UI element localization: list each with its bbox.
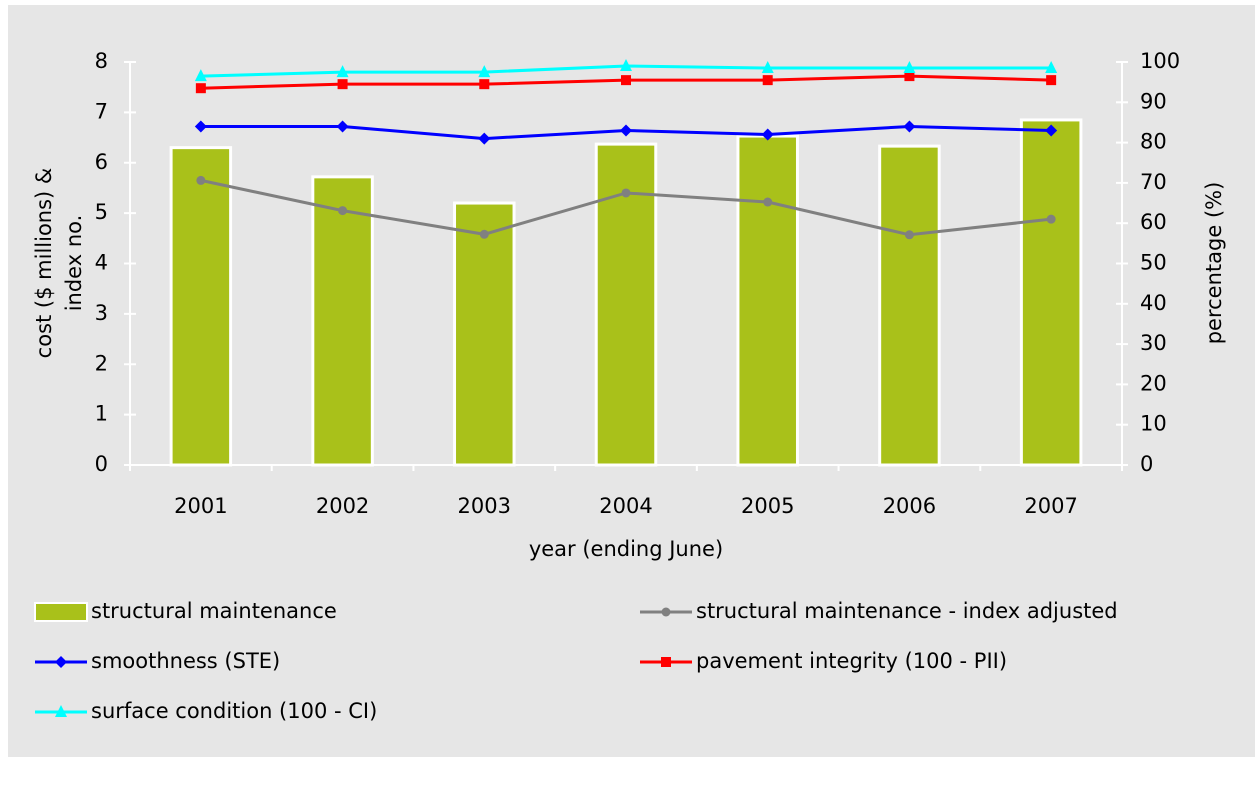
y2-tick-label: 20: [1140, 371, 1167, 395]
point: [621, 75, 631, 86]
y-tick-label: 8: [95, 49, 108, 73]
x-axis-label: year (ending June): [529, 537, 723, 561]
y-tick-label: 0: [95, 452, 108, 476]
point: [1045, 124, 1058, 137]
point: [621, 188, 631, 198]
y-tick-label: 1: [95, 402, 108, 426]
legend-marker: [661, 657, 671, 667]
legend-label: surface condition (100 - CI): [91, 699, 377, 723]
y2-tick-label: 50: [1140, 251, 1167, 275]
point: [194, 69, 207, 82]
legend-swatch: [34, 602, 88, 622]
point: [904, 230, 914, 240]
point: [1045, 61, 1058, 74]
y-tick-label: 4: [95, 251, 108, 275]
point: [196, 175, 206, 185]
bar: [169, 146, 233, 467]
y2-tick-label: 40: [1140, 291, 1167, 315]
y2-tick-label: 70: [1140, 170, 1167, 194]
y-tick-label: 3: [95, 301, 108, 325]
point: [904, 71, 915, 82]
point: [620, 124, 632, 137]
y2-tick-label: 60: [1140, 210, 1167, 234]
point: [194, 120, 207, 133]
bar: [311, 175, 374, 467]
legend-marker: [55, 705, 67, 717]
point: [1046, 214, 1056, 224]
y2-tick-label: 80: [1140, 130, 1167, 154]
point: [479, 79, 490, 90]
x-tick-label: 2006: [883, 494, 936, 518]
legend-label: smoothness (STE): [91, 649, 280, 673]
point: [761, 61, 774, 74]
x-tick-label: 2001: [174, 494, 227, 518]
point: [761, 128, 774, 141]
bar: [1019, 118, 1083, 467]
point: [479, 229, 489, 239]
point: [336, 65, 349, 78]
bar: [878, 144, 941, 467]
legend-label: structural maintenance - index adjusted: [696, 599, 1118, 623]
y2-tick-label: 90: [1140, 89, 1167, 113]
y-tick-label: 6: [95, 150, 108, 174]
x-tick-label: 2002: [316, 494, 369, 518]
point: [478, 65, 491, 78]
legend-label: pavement integrity (100 - PII): [696, 649, 1007, 673]
point: [620, 59, 632, 72]
y2-axis-label: percentage (%): [1202, 182, 1226, 345]
point: [763, 197, 773, 207]
bar: [736, 134, 799, 467]
legend-label: structural maintenance: [91, 599, 337, 623]
x-tick-label: 2003: [458, 494, 511, 518]
legend-marker: [661, 607, 671, 617]
point: [1046, 75, 1057, 86]
point: [903, 120, 916, 133]
y-axis-label: index no.: [62, 215, 86, 312]
bar: [594, 142, 658, 467]
y-tick-label: 5: [95, 200, 108, 224]
point: [903, 61, 916, 74]
point: [478, 132, 491, 145]
y2-tick-label: 10: [1140, 412, 1167, 436]
y2-tick-label: 30: [1140, 331, 1167, 355]
point: [336, 120, 349, 133]
bar: [453, 201, 516, 467]
y2-tick-label: 100: [1140, 49, 1180, 73]
x-tick-label: 2005: [741, 494, 794, 518]
x-tick-label: 2004: [599, 494, 652, 518]
y-axis-label: cost ($ millions) &: [32, 168, 56, 359]
y-tick-label: 7: [95, 99, 108, 123]
x-tick-label: 2007: [1024, 494, 1077, 518]
point: [338, 206, 348, 216]
y-tick-label: 2: [95, 351, 108, 375]
legend-marker: [55, 656, 67, 668]
point: [762, 75, 773, 86]
y2-tick-label: 0: [1140, 452, 1153, 476]
point: [337, 79, 348, 90]
point: [195, 83, 206, 94]
